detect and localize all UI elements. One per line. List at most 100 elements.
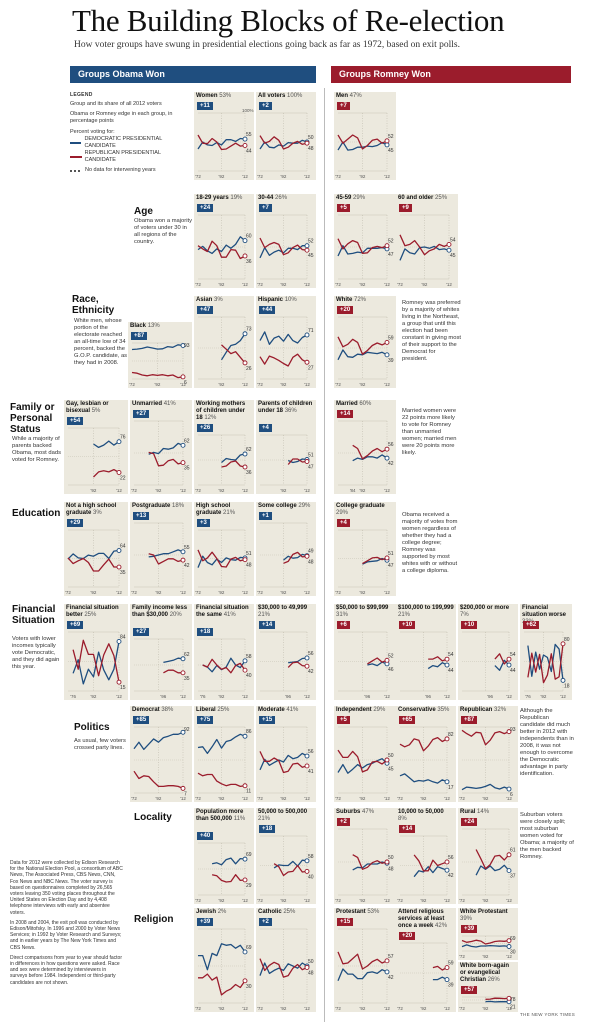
chart-panel: Liberal 25% +75 86 11'72'92'12 <box>194 706 254 802</box>
chart-panel: Jewish 2% +39 69 30'72'92'12 <box>194 908 254 1012</box>
end-value-label: 59 <box>448 961 454 967</box>
x-tick-label: '12 <box>304 590 310 595</box>
rep-series-line <box>287 458 308 465</box>
panel-plot: 47 51 '72 '92 '12 <box>335 529 394 595</box>
edge-badge: +62 <box>523 621 540 629</box>
panel-title: Protestant <box>336 909 368 915</box>
rep-series-line <box>197 240 246 260</box>
end-value-label: 7 <box>184 791 187 797</box>
edge-badge: +75 <box>197 716 214 724</box>
rep-series-line <box>337 134 388 150</box>
rep-series-line <box>485 997 510 1000</box>
dem-series-line <box>413 866 448 878</box>
dem-series-line <box>133 731 184 751</box>
chart-panel: Independent 29% +5 45 50 '72 '92 '12 <box>334 706 396 802</box>
edge-badge: +87 <box>131 332 148 340</box>
panel-plot: 47 52 '72 '92 '12 <box>335 214 394 287</box>
dem-series-line <box>337 758 388 774</box>
panel-header: Financial situation better 25% <box>66 605 126 619</box>
x-tick-label: '12 <box>242 898 248 903</box>
chart-panel: Suburbs 47% +2 48 50 '72 '92 '12 <box>334 808 396 904</box>
edge-badge: +14 <box>399 825 416 833</box>
edge-badge: +10 <box>461 621 478 629</box>
x-tick-label: '12 <box>242 796 248 801</box>
chart-panel: Population more than 500,000 11% +40 69 29 '… <box>194 808 254 904</box>
end-value-label: 56 <box>308 651 314 657</box>
panel-share: 2% <box>217 909 227 915</box>
panel-plot: 56 41 '72 '92 '12 <box>257 726 314 801</box>
dem-series-line <box>197 236 246 255</box>
x-tick-label: '12 <box>506 898 512 903</box>
rep-series-line <box>337 238 388 255</box>
rep-end-point <box>384 859 390 865</box>
annotation-note: Romney was preferred by a majority of wh… <box>402 300 461 362</box>
dem-end-point <box>242 451 248 457</box>
end-value-label: 54 <box>450 237 456 243</box>
panel-share: 8% <box>398 816 407 822</box>
dem-end-point <box>506 944 512 949</box>
chart-panel: 10,000 to 50,000 8% +14 42 56 '72 '92 '12 <box>396 808 456 904</box>
panel-plot: 69 29 '72 '92 '12 <box>195 842 252 903</box>
x-tick-label: '92 <box>360 590 366 595</box>
x-tick-label: '12 <box>384 590 390 595</box>
panel-title: $100,000 to 199,999 <box>398 605 454 611</box>
x-tick-label: '72 <box>257 590 263 595</box>
edge-badge: +1 <box>259 512 272 520</box>
x-tick-label: '12 <box>304 382 310 387</box>
rep-series-line <box>148 451 184 467</box>
panel-header: High school graduate 21% <box>196 503 252 517</box>
panel-header: Family income less than $30,000 20% <box>132 605 190 619</box>
panel-title: High school graduate <box>196 503 231 516</box>
x-tick-label: '92 <box>219 282 225 287</box>
x-tick-label: '72 <box>257 1006 263 1011</box>
x-tick-label: '92 <box>281 1006 287 1011</box>
edge-badge: +54 <box>67 417 84 425</box>
dem-end-point <box>506 662 512 668</box>
x-tick-label: '12 <box>304 488 310 493</box>
rep-series-line <box>221 344 246 364</box>
panel-header: 18-29 years 19% <box>196 195 252 202</box>
panel-plot: 44 54 '96 '12 <box>462 631 516 699</box>
edge-badge: +39 <box>461 925 478 933</box>
panel-plot: 17 82 '72 '92 '12 <box>397 726 454 801</box>
x-tick-label: '92 <box>360 796 366 801</box>
rep-end-point <box>116 470 122 475</box>
panel-plot: 44 54 '96 '12 <box>400 631 454 699</box>
chart-panel: Rural 14% +24 37 61 '72 '92 '12 <box>458 808 518 904</box>
dem-end-point <box>180 549 186 555</box>
band-obama: Groups Obama Won <box>70 66 316 83</box>
rep-series-line <box>362 556 388 565</box>
dem-end-point <box>242 658 248 664</box>
chart-panel: Black 13% +87 93 6 '72 '92 '12 <box>128 322 192 388</box>
legend-rep-swatch <box>70 156 82 158</box>
end-value-label: 27 <box>308 365 314 371</box>
panel-plot: 62 35 '96 '12 <box>134 638 190 699</box>
x-tick-label: '92 <box>421 1006 427 1011</box>
panel-share: 11% <box>233 816 246 822</box>
chart-panel: Republican 32% +87 6 93 '72 '92 '12 <box>458 706 518 802</box>
rep-end-point <box>242 557 248 563</box>
dem-end-point <box>304 243 310 249</box>
rep-end-point <box>180 460 186 466</box>
edge-badge: +10 <box>399 621 416 629</box>
panel-title: Parents of children under 18 <box>258 401 313 414</box>
x-tick-label: '92 <box>360 898 366 903</box>
end-value-label: 45 <box>388 766 394 772</box>
chart-panel: Financial situation worse 33%+621880'76'… <box>520 604 572 700</box>
panel-plot: 64 35 '72 '92 '12 <box>65 529 126 595</box>
end-value-label: 42 <box>388 461 394 467</box>
panel-header: Postgraduate 18% <box>132 503 190 510</box>
panel-header: 30-44 26% <box>258 195 314 202</box>
panel-title: 30-44 <box>258 195 276 201</box>
dem-end-point <box>242 949 248 955</box>
chart-panel: Postgraduate 18% +13 55 42 '72 '92 '12 <box>130 502 192 596</box>
dem-series-line <box>399 773 448 784</box>
dem-series-line <box>259 245 307 259</box>
panel-title: Black <box>130 323 148 329</box>
rep-series-line <box>148 553 184 565</box>
panel-share: 42% <box>435 923 448 929</box>
x-tick-label: '76 <box>200 694 206 699</box>
end-value-label: 40 <box>246 673 252 679</box>
x-tick-label: '12 <box>444 694 450 699</box>
x-tick-label: '12 <box>506 694 512 699</box>
